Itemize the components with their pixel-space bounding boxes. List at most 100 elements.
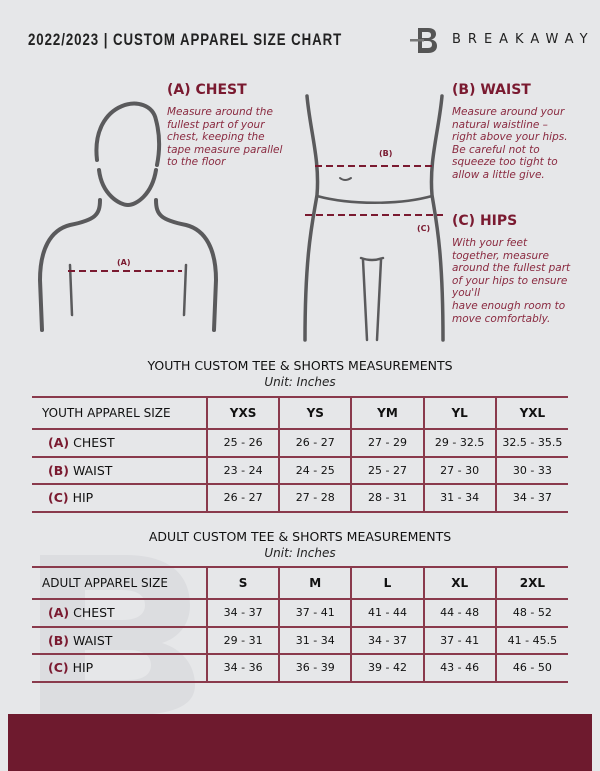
measurement-cell: 39 - 42 [350,653,424,683]
table-row: (A) CHEST 34 - 37 37 - 41 41 - 44 44 - 48 48 … [32,598,568,628]
measurement-name: CHEST [73,605,115,621]
waist-description: Measure around your natural waistline – ri… [452,106,568,182]
waist-description-line: Measure around your [452,106,565,118]
table-row: (B) WAIST 23 - 24 24 - 25 25 - 27 27 - 30 30 … [32,455,568,485]
measurement-name: WAIST [72,632,113,648]
chest-description-line: to the floor [167,156,226,169]
measurement-cell: 28 - 31 [350,483,424,513]
table-row: (C) HIP 34 - 36 36 - 39 39 - 42 43 - 46 46 - … [32,653,568,683]
measurement-cell: 34 - 37 [205,598,280,628]
chest-description-line: tape measure parallel [167,143,283,156]
measurement-cell: 29 - 31 [205,625,280,655]
chest-heading: (A) CHEST [167,82,247,98]
waist-description-line: squeeze too tight to [452,156,558,169]
size-column-header: YXS [205,396,280,430]
measurement-tag: (C) [48,660,69,676]
hips-description-line: With your feet [452,237,528,249]
measurement-cell: 27 - 30 [422,455,496,485]
measurement-cell: 46 - 50 [494,653,568,683]
hips-description-line: together, measure [452,249,549,262]
size-column-header: YM [350,396,424,430]
measurement-cell: 25 - 27 [350,455,424,485]
adult-section-title: ADULT CUSTOM TEE & SHORTS MEASUREMENTS [148,529,452,544]
chest-figure-illustration [37,101,219,332]
chest-description-line: Measure around the [167,106,273,118]
chest-line-label: (A) [117,258,131,267]
youth-unit-label: Unit: Inches [264,375,336,389]
size-label-header: ADULT APPAREL SIZE [32,566,207,600]
size-column-header: S [205,566,280,600]
measurement-cell: 30 - 33 [494,455,568,485]
table-header-row: YOUTH APPAREL SIZE YXS YS YM YL YXL [32,396,568,430]
measurement-name: HIP [72,660,94,676]
measurement-label: (A) CHEST [32,598,207,628]
size-column-header: M [278,566,352,600]
measurement-label: (B) WAIST [32,455,207,485]
adult-size-table: ADULT APPAREL SIZE S M L XL 2XL (A) CHEST 34 - … [32,566,568,683]
hips-description-line: have enough room to [452,299,566,312]
measurement-cell: 24 - 25 [278,455,352,485]
measurement-cell: 48 - 52 [494,598,568,628]
measurement-tag: (B) [48,632,69,648]
footer-bar [8,714,592,771]
measurement-label: (C) HIP [32,653,207,683]
waist-guide: (B) WAIST Measure around your natural wai… [452,82,568,182]
chest-description-line: chest, keeping the [167,131,265,144]
measurement-cell: 37 - 41 [422,625,496,655]
table-header-row: ADULT APPAREL SIZE S M L XL 2XL [32,566,568,600]
breakaway-logo-icon [410,28,437,53]
measurement-cell: 41 - 44 [350,598,424,628]
size-label-header: YOUTH APPAREL SIZE [32,396,207,430]
measurement-cell: 44 - 48 [422,598,496,628]
measurement-tag: (A) [48,605,70,621]
measurement-cell: 29 - 32.5 [422,428,496,458]
measurement-label: (A) CHEST [32,428,207,458]
waist-description-line: right above your hips. [452,131,568,144]
chest-guide: (A) CHEST Measure around the fullest part… [167,82,282,169]
measurement-cell: 37 - 41 [278,598,352,628]
waist-description-line: Be careful not to [452,143,540,156]
size-column-header: YXL [494,396,568,430]
measurement-cell: 41 - 45.5 [494,625,568,655]
hips-description-line: of your hips to ensure [452,274,568,287]
hips-description-line: move comfortably. [452,312,551,325]
size-column-header: XL [422,566,496,600]
hips-description: With your feet together, measure around th… [452,237,570,325]
torso-figure-illustration [303,94,445,342]
brand-name: BREAKAWAY [452,32,595,47]
measurement-tag: (B) [48,462,69,478]
measurement-cell: 26 - 27 [278,428,352,458]
measurement-cell: 36 - 39 [278,653,352,683]
measurement-name: CHEST [73,435,115,451]
hips-description-line: around the fullest part [452,262,571,275]
hips-heading: (C) HIPS [452,213,518,229]
measurement-cell: 27 - 29 [350,428,424,458]
size-column-header: 2XL [494,566,568,600]
hips-guide: (C) HIPS With your feet together, measure… [452,213,570,325]
youth-section-title: YOUTH CUSTOM TEE & SHORTS MEASUREMENTS [147,358,453,373]
measurement-cell: 43 - 46 [422,653,496,683]
measurement-cell: 31 - 34 [278,625,352,655]
measurement-label: (B) WAIST [32,625,207,655]
measurement-label: (C) HIP [32,483,207,513]
measurement-cell: 26 - 27 [205,483,280,513]
measurement-tag: (A) [48,435,70,451]
measurement-cell: 34 - 37 [350,625,424,655]
table-row: (B) WAIST 29 - 31 31 - 34 34 - 37 37 - 41 41 … [32,625,568,655]
hips-description-line: you'll [452,287,481,300]
waist-description-line: allow a little give. [452,168,545,181]
measurement-cell: 34 - 36 [205,653,280,683]
size-column-header: YL [422,396,496,430]
measurement-cell: 32.5 - 35.5 [494,428,568,458]
adult-unit-label: Unit: Inches [264,546,336,560]
table-row: (C) HIP 26 - 27 27 - 28 28 - 31 31 - 34 34 - … [32,483,568,513]
page-title: 2022/2023 | CUSTOM APPAREL SIZE CHART [28,30,343,49]
chest-description-line: fullest part of your [167,118,265,131]
waist-description-line: natural waistline – [452,118,548,131]
table-row: (A) CHEST 25 - 26 26 - 27 27 - 29 29 - 32.5 3… [32,428,568,458]
measurement-cell: 34 - 37 [494,483,568,513]
measurement-tag: (C) [48,490,69,506]
measurement-name: HIP [72,490,94,506]
youth-size-table: YOUTH APPAREL SIZE YXS YS YM YL YXL (A) CHEST 2… [32,396,568,513]
size-column-header: L [350,566,424,600]
